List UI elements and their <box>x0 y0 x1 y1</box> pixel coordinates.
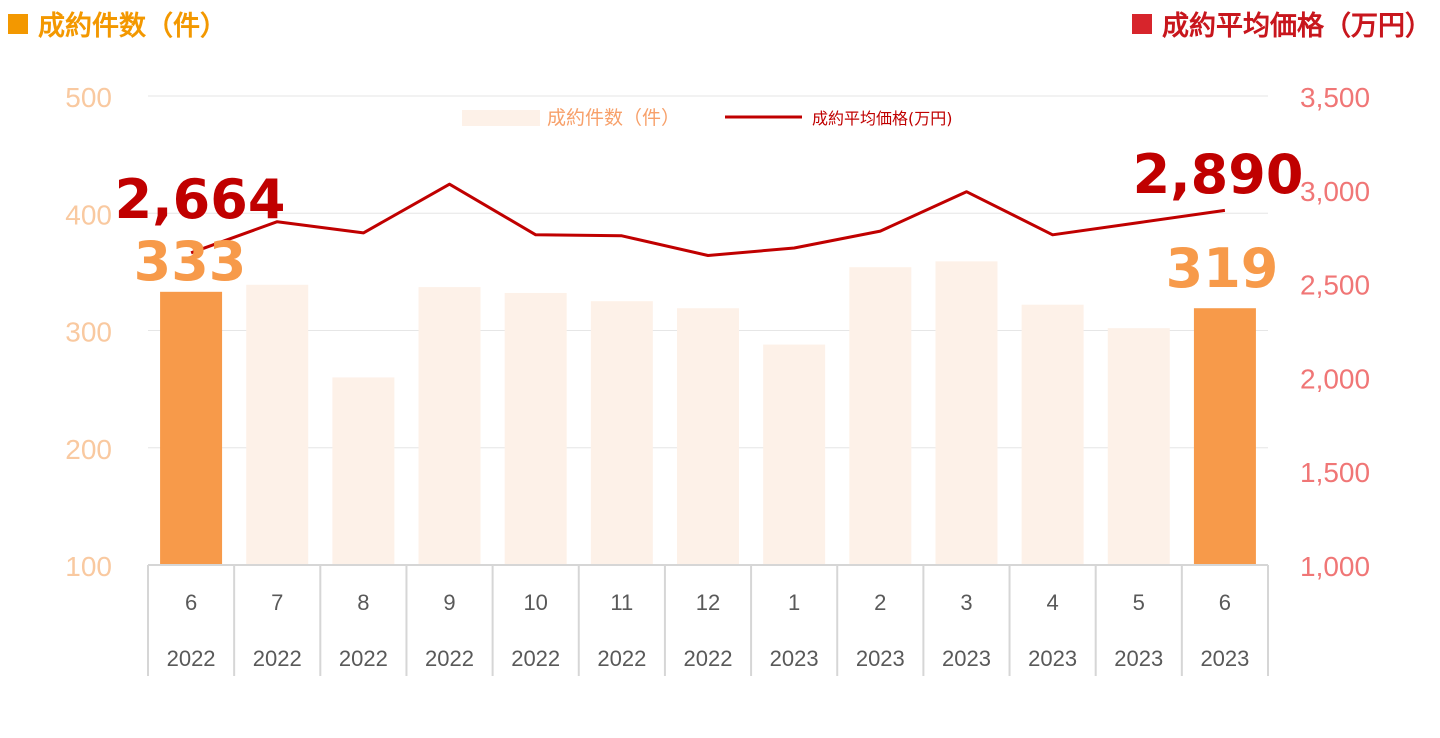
bar <box>1193 308 1256 565</box>
year-label: 2022 <box>597 646 646 671</box>
right-tick-label: 2,500 <box>1300 270 1370 301</box>
bar <box>246 284 309 565</box>
red-square-icon <box>1132 13 1152 34</box>
first-price-callout: 2,664 <box>115 168 286 231</box>
bar-series <box>160 261 1256 565</box>
year-label: 2022 <box>511 646 560 671</box>
year-label: 2022 <box>684 646 733 671</box>
year-label: 2022 <box>339 646 388 671</box>
bar <box>1021 304 1084 565</box>
left-tick-label: 200 <box>65 434 112 465</box>
right-tick-label: 1,000 <box>1300 551 1370 582</box>
left-title-text: 成約件数（件） <box>38 11 227 42</box>
bar <box>677 308 739 565</box>
left-tick-label: 100 <box>65 551 112 582</box>
bar <box>849 267 912 565</box>
year-label: 2023 <box>1028 646 1077 671</box>
month-label: 4 <box>1046 590 1058 615</box>
year-label: 2023 <box>1114 646 1163 671</box>
bar <box>160 291 223 565</box>
month-label: 10 <box>523 590 547 615</box>
legend-line-label: 成約平均価格(万円) <box>812 109 953 128</box>
month-label: 6 <box>185 590 197 615</box>
bar <box>763 344 826 565</box>
right-tick-label: 3,500 <box>1300 82 1370 113</box>
year-label: 2022 <box>425 646 474 671</box>
left-tick-label: 400 <box>65 199 112 230</box>
bar <box>332 377 395 565</box>
right-tick-label: 1,500 <box>1300 457 1370 488</box>
bar <box>935 261 998 565</box>
line-series <box>190 182 1226 257</box>
left-tick-label: 300 <box>65 317 112 348</box>
right-tick-label: 3,000 <box>1300 176 1370 207</box>
bar <box>418 287 481 565</box>
bar <box>1107 328 1170 565</box>
bar <box>590 301 653 565</box>
first-count-callout: 333 <box>134 230 247 293</box>
month-label: 1 <box>788 590 800 615</box>
right-title-text: 成約平均価格（万円） <box>1162 11 1432 42</box>
month-label: 3 <box>960 590 972 615</box>
year-label: 2023 <box>856 646 905 671</box>
right-axis-title: 成約平均価格（万円） <box>1132 4 1432 43</box>
month-label: 5 <box>1133 590 1145 615</box>
year-label: 2022 <box>167 646 216 671</box>
month-label: 11 <box>610 590 633 615</box>
year-label: 2023 <box>942 646 991 671</box>
month-label: 8 <box>357 590 369 615</box>
month-label: 12 <box>696 590 720 615</box>
axes: 100 200 300 400 500 1,000 1,500 2,000 2,500 3,000… <box>65 82 1370 676</box>
year-label: 2023 <box>1200 646 1249 671</box>
legend-bar-swatch <box>462 110 540 126</box>
left-tick-label: 500 <box>65 82 112 113</box>
left-axis-title: 成約件数（件） <box>8 4 227 43</box>
month-label: 7 <box>271 590 283 615</box>
right-tick-label: 2,000 <box>1300 363 1370 394</box>
last-count-callout: 319 <box>1166 237 1279 300</box>
year-label: 2023 <box>770 646 819 671</box>
month-label: 6 <box>1219 590 1231 615</box>
orange-square-icon <box>8 13 28 34</box>
month-label: 2 <box>874 590 886 615</box>
legend-bar-label: 成約件数（件） <box>547 107 680 129</box>
last-price-callout: 2,890 <box>1133 143 1304 206</box>
year-label: 2022 <box>253 646 302 671</box>
price-line <box>190 182 1226 257</box>
bar <box>504 292 567 565</box>
month-label: 9 <box>443 590 455 615</box>
legend: 成約件数（件） 成約平均価格(万円) <box>462 107 953 129</box>
